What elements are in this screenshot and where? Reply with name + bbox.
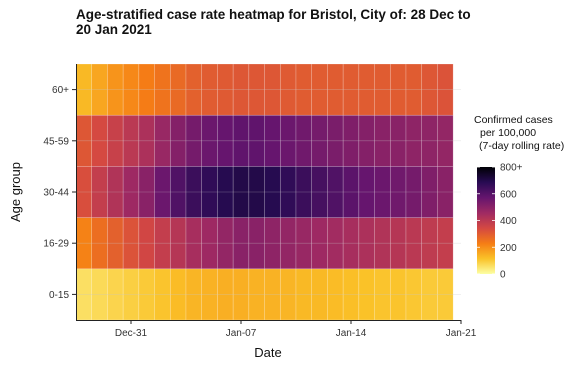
colorbar-ticks: 0 200 400 600 800+	[477, 163, 523, 281]
colorbar-tick-label: 200	[500, 243, 517, 254]
colorbar-tick-label: 400	[500, 216, 517, 227]
y-tick-label: 60+	[52, 85, 69, 96]
heatmap-cell	[421, 63, 438, 116]
heatmap-cell	[342, 63, 360, 116]
heatmap-cell	[201, 217, 218, 270]
heatmap-cell	[264, 217, 281, 270]
y-tick-label: 16-29	[43, 239, 69, 250]
heatmap-cell	[91, 217, 108, 270]
y-gridlines	[76, 89, 461, 295]
y-tick-label: 45-59	[43, 136, 69, 147]
legend-title-line-3: (7-day rolling rate)	[479, 140, 564, 152]
colorbar-tick-label: 800+	[500, 163, 523, 174]
heatmap-cell	[91, 63, 108, 116]
x-axis-ticks: Dec-31 Jan-07 Jan-14 Jan-21	[115, 320, 477, 339]
x-axis-title: Date	[254, 345, 281, 360]
heatmap-cells	[75, 63, 454, 321]
heatmap-cell	[154, 217, 171, 270]
heatmap-cell	[122, 217, 140, 270]
legend-title-line-2: per 100,000	[480, 127, 536, 139]
heatmap-cell	[437, 63, 454, 116]
heatmap-cell	[311, 217, 328, 270]
heatmap-cell	[421, 217, 438, 270]
heatmap-cell	[311, 63, 328, 116]
x-tick-label: Dec-31	[115, 328, 148, 339]
heatmap-cell	[232, 217, 250, 270]
heatmap-cell	[342, 217, 360, 270]
x-tick-label: Jan-21	[446, 328, 477, 339]
colorbar-tick-label: 600	[500, 189, 517, 200]
heatmap-cell	[358, 63, 375, 116]
heatmap-cell	[437, 217, 454, 270]
colorbar	[477, 167, 495, 274]
x-tick-label: Jan-14	[336, 328, 367, 339]
y-tick-label: 0-15	[49, 290, 69, 301]
colorbar-tick-label: 0	[500, 270, 506, 281]
y-axis-ticks: 0-15 16-29 30-44 45-59 60+	[43, 85, 76, 301]
heatmap-cell	[154, 63, 171, 116]
y-tick-label: 30-44	[43, 188, 69, 199]
chart-title-line-2: 20 Jan 2021	[76, 22, 152, 37]
heatmap-cell	[264, 63, 281, 116]
x-tick-label: Jan-07	[226, 328, 257, 339]
y-axis-title: Age group	[8, 162, 23, 222]
heatmap-cell	[327, 63, 344, 116]
legend-title-line-1: Confirmed cases	[474, 114, 553, 126]
heatmap-cell	[374, 63, 391, 116]
heatmap-cell	[122, 63, 140, 116]
chart-title-line-1: Age-stratified case rate heatmap for Bri…	[76, 7, 471, 22]
heatmap-cell	[232, 63, 250, 116]
heatmap-cell	[358, 217, 375, 270]
heatmap-cell	[201, 63, 218, 116]
heatmap-cell	[327, 217, 344, 270]
heatmap-cell	[374, 217, 391, 270]
